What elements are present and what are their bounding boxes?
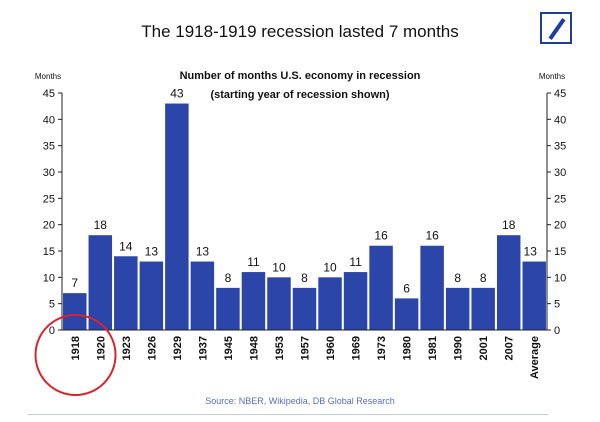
bar-value-label: 13 (196, 245, 210, 259)
bar (267, 277, 291, 330)
y-axis-label-right: Months (539, 72, 565, 81)
bar (190, 261, 215, 330)
bar (471, 287, 495, 330)
bar-value-label: 10 (272, 260, 286, 274)
bar (318, 277, 342, 330)
bar-value-label: 10 (323, 260, 337, 274)
x-category-label: 1973 (376, 336, 388, 360)
x-category-label: 2001 (478, 336, 490, 360)
page-title: The 1918-1919 recession lasted 7 months (141, 22, 459, 41)
bar-value-label: 8 (225, 271, 232, 285)
y-tick-label-right: 5 (554, 299, 560, 311)
bar (114, 256, 138, 330)
chart-subtitle: (starting year of recession shown) (210, 89, 389, 101)
bar-value-label: 16 (425, 229, 439, 243)
y-tick-label-left: 25 (43, 193, 55, 205)
x-category-label: 1990 (453, 336, 465, 360)
y-tick-label-left: 5 (49, 299, 55, 311)
bar-value-label: 7 (71, 276, 78, 290)
bar-value-label: 16 (374, 229, 388, 243)
x-category-label: 1926 (146, 336, 158, 360)
x-category-label: 1980 (402, 336, 414, 360)
x-category-label: 2007 (504, 336, 516, 360)
x-category-label: 1920 (95, 336, 107, 360)
y-tick-label-left: 35 (43, 141, 55, 153)
y-tick-label-right: 30 (554, 167, 566, 179)
bar-value-label: 11 (349, 255, 362, 269)
footer-divider (28, 414, 548, 415)
x-category-label: 1957 (300, 336, 312, 360)
highlight-circle (34, 314, 117, 396)
y-tick-label-right: 45 (554, 88, 566, 100)
x-category-label: 1923 (121, 336, 133, 360)
chart-title: Number of months U.S. economy in recessi… (180, 70, 421, 82)
bar (241, 272, 266, 330)
x-category-label: 1981 (427, 336, 439, 360)
bar (369, 245, 393, 330)
bar (420, 245, 444, 330)
y-tick-label-left: 30 (43, 167, 55, 179)
bar-value-label: 13 (145, 245, 159, 259)
bar-value-label: 13 (524, 245, 538, 259)
bar (394, 298, 419, 330)
deutsche-bank-logo-icon (540, 12, 572, 44)
bar-value-label: 6 (403, 281, 410, 295)
bar (445, 287, 470, 330)
bar-value-label: 11 (247, 255, 260, 269)
y-tick-label-left: 20 (43, 220, 55, 232)
x-category-label: 1953 (274, 336, 286, 360)
y-axis-label-left: Months (35, 72, 61, 81)
bar-value-label: 18 (94, 218, 108, 232)
bar-value-label: 43 (170, 87, 184, 101)
x-category-label: 1960 (325, 336, 337, 360)
x-category-label: 1918 (70, 336, 82, 360)
bar-value-label: 14 (119, 239, 133, 253)
bar-value-label: 8 (454, 271, 461, 285)
y-tick-label-left: 40 (43, 114, 55, 126)
bar (343, 272, 368, 330)
y-tick-label-right: 20 (554, 220, 566, 232)
y-tick-label-right: 40 (554, 114, 566, 126)
x-category-label: 1937 (197, 336, 209, 360)
x-category-label: 1948 (248, 336, 260, 360)
x-category-label: Average (529, 336, 541, 379)
bar (216, 287, 240, 330)
y-tick-label-right: 35 (554, 141, 566, 153)
y-tick-label-right: 0 (554, 325, 560, 337)
bar (292, 287, 317, 330)
bar-value-label: 8 (301, 271, 308, 285)
x-category-label: 1969 (351, 336, 363, 360)
bar (165, 103, 189, 331)
bar-value-label: 18 (502, 218, 516, 232)
y-tick-label-left: 0 (49, 325, 55, 337)
bar-value-label: 8 (480, 271, 487, 285)
x-category-label: 1929 (172, 336, 184, 360)
bar (522, 261, 546, 330)
y-tick-label-left: 10 (43, 272, 55, 284)
y-tick-label-right: 15 (554, 246, 566, 258)
y-tick-label-left: 45 (43, 88, 55, 100)
bar (88, 235, 113, 330)
y-tick-label-right: 25 (554, 193, 566, 205)
bar (139, 261, 164, 330)
y-tick-label-left: 15 (43, 246, 55, 258)
bar (63, 293, 87, 330)
recession-bar-chart: Number of months U.S. economy in recessi… (34, 70, 566, 396)
source-note: Source: NBER, Wikipedia, DB Global Resea… (205, 396, 395, 406)
y-tick-label-right: 10 (554, 272, 566, 284)
bar (496, 235, 521, 330)
x-category-label: 1945 (223, 336, 235, 360)
